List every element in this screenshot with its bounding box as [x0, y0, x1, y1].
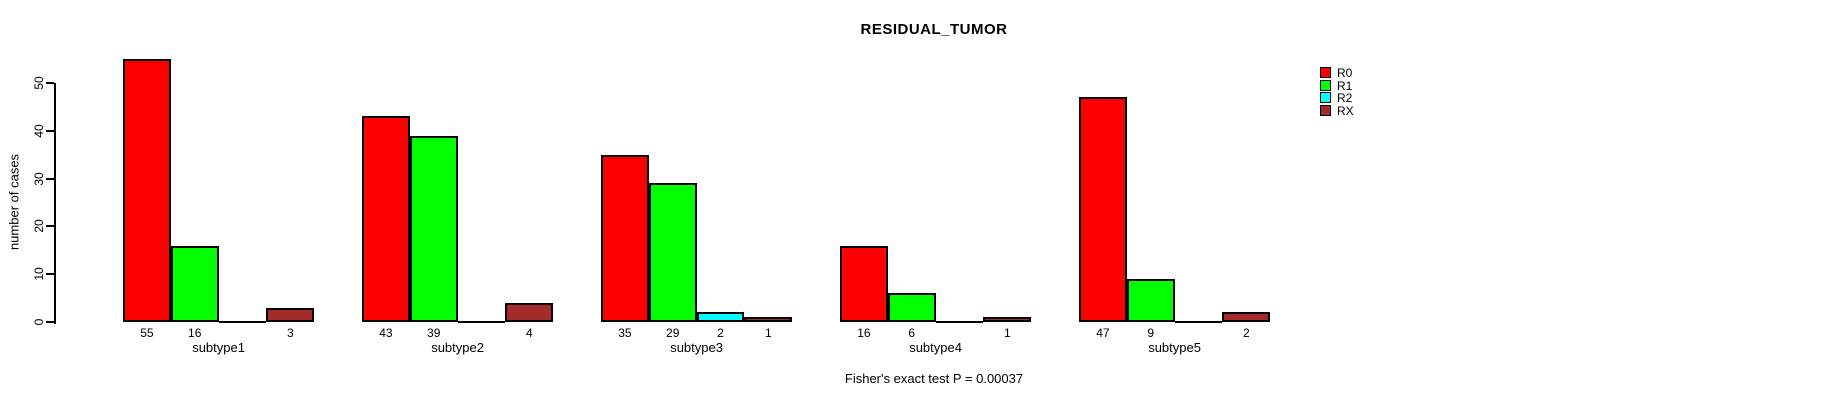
chart-title: RESIDUAL_TUMOR	[860, 21, 1008, 38]
zero-bar-r2-subtype1	[218, 321, 267, 323]
legend-label-r1: R1	[1337, 78, 1353, 93]
bar-value-label: 35	[618, 326, 632, 340]
bar-value-label: 16	[188, 326, 202, 340]
bar-rx-subtype1	[266, 307, 315, 322]
bar-value-label: 4	[525, 326, 533, 340]
bar-rx-subtype5	[1222, 312, 1271, 322]
y-tick-label: 50	[32, 76, 46, 90]
bar-r1-subtype5	[1126, 278, 1175, 322]
category-label-subtype3: subtype3	[670, 340, 723, 355]
y-tick-label: 40	[32, 124, 46, 138]
bar-rx-subtype4	[983, 317, 1032, 322]
category-label-subtype4: subtype4	[909, 340, 962, 355]
y-axis-tick	[46, 82, 54, 84]
category-label-subtype1: subtype1	[192, 340, 245, 355]
legend-label-r2: R2	[1337, 91, 1353, 105]
bar-value-label: 29	[666, 326, 680, 340]
y-axis-tick	[46, 177, 54, 180]
bar-r1-subtype1	[170, 245, 219, 322]
zero-bar-r2-subtype5	[1174, 321, 1223, 323]
bar-r1-subtype2	[409, 135, 458, 322]
y-tick-label: 0	[32, 318, 46, 326]
bar-r0-subtype3	[601, 154, 649, 322]
y-axis-tick	[46, 129, 54, 132]
bar-rx-subtype3	[744, 317, 793, 322]
legend-swatch-r0	[1320, 67, 1331, 78]
bar-value-label: 2	[717, 326, 724, 340]
bar-r2-subtype3	[696, 312, 745, 322]
bar-value-label: 39	[427, 326, 441, 340]
category-label-subtype5: subtype5	[1148, 340, 1201, 355]
bar-value-label: 1	[1003, 326, 1011, 340]
bar-r0-subtype4	[840, 245, 888, 322]
bar-value-label: 1	[764, 326, 772, 340]
bar-value-label: 2	[1242, 326, 1250, 340]
bar-r1-subtype4	[887, 293, 936, 322]
y-axis-tick	[46, 225, 54, 228]
bar-r0-subtype2	[362, 116, 410, 322]
bar-value-label: 55	[140, 326, 154, 340]
y-axis-line	[54, 83, 56, 324]
y-tick-label: 10	[32, 267, 46, 281]
legend-swatch-r2	[1320, 92, 1331, 103]
bar-value-label: 16	[857, 326, 871, 340]
bar-rx-subtype2	[505, 302, 554, 322]
category-label-subtype2: subtype2	[431, 340, 484, 355]
bar-r0-subtype5	[1079, 97, 1127, 322]
bar-r1-subtype3	[648, 183, 697, 322]
bar-r0-subtype1	[123, 59, 171, 322]
legend-label-r0: R0	[1337, 66, 1353, 80]
legend-label-rx: RX	[1337, 103, 1354, 118]
bar-value-label: 3	[286, 326, 294, 340]
y-axis-tick	[46, 273, 54, 276]
legend-swatch-rx	[1320, 104, 1331, 116]
bar-value-label: 6	[908, 326, 916, 340]
zero-bar-r2-subtype2	[457, 321, 506, 323]
bar-value-label: 9	[1147, 326, 1155, 340]
y-tick-label: 20	[32, 219, 46, 234]
y-tick-label: 30	[32, 171, 46, 186]
y-axis-tick	[46, 321, 54, 323]
bar-value-label: 43	[379, 326, 393, 340]
y-axis-label: number of cases	[6, 153, 22, 251]
bar-value-label: 47	[1096, 326, 1110, 340]
annotation-text: Fisher's exact test P = 0.00037	[844, 371, 1024, 386]
zero-bar-r2-subtype4	[935, 321, 984, 323]
legend-swatch-r1	[1320, 79, 1331, 91]
